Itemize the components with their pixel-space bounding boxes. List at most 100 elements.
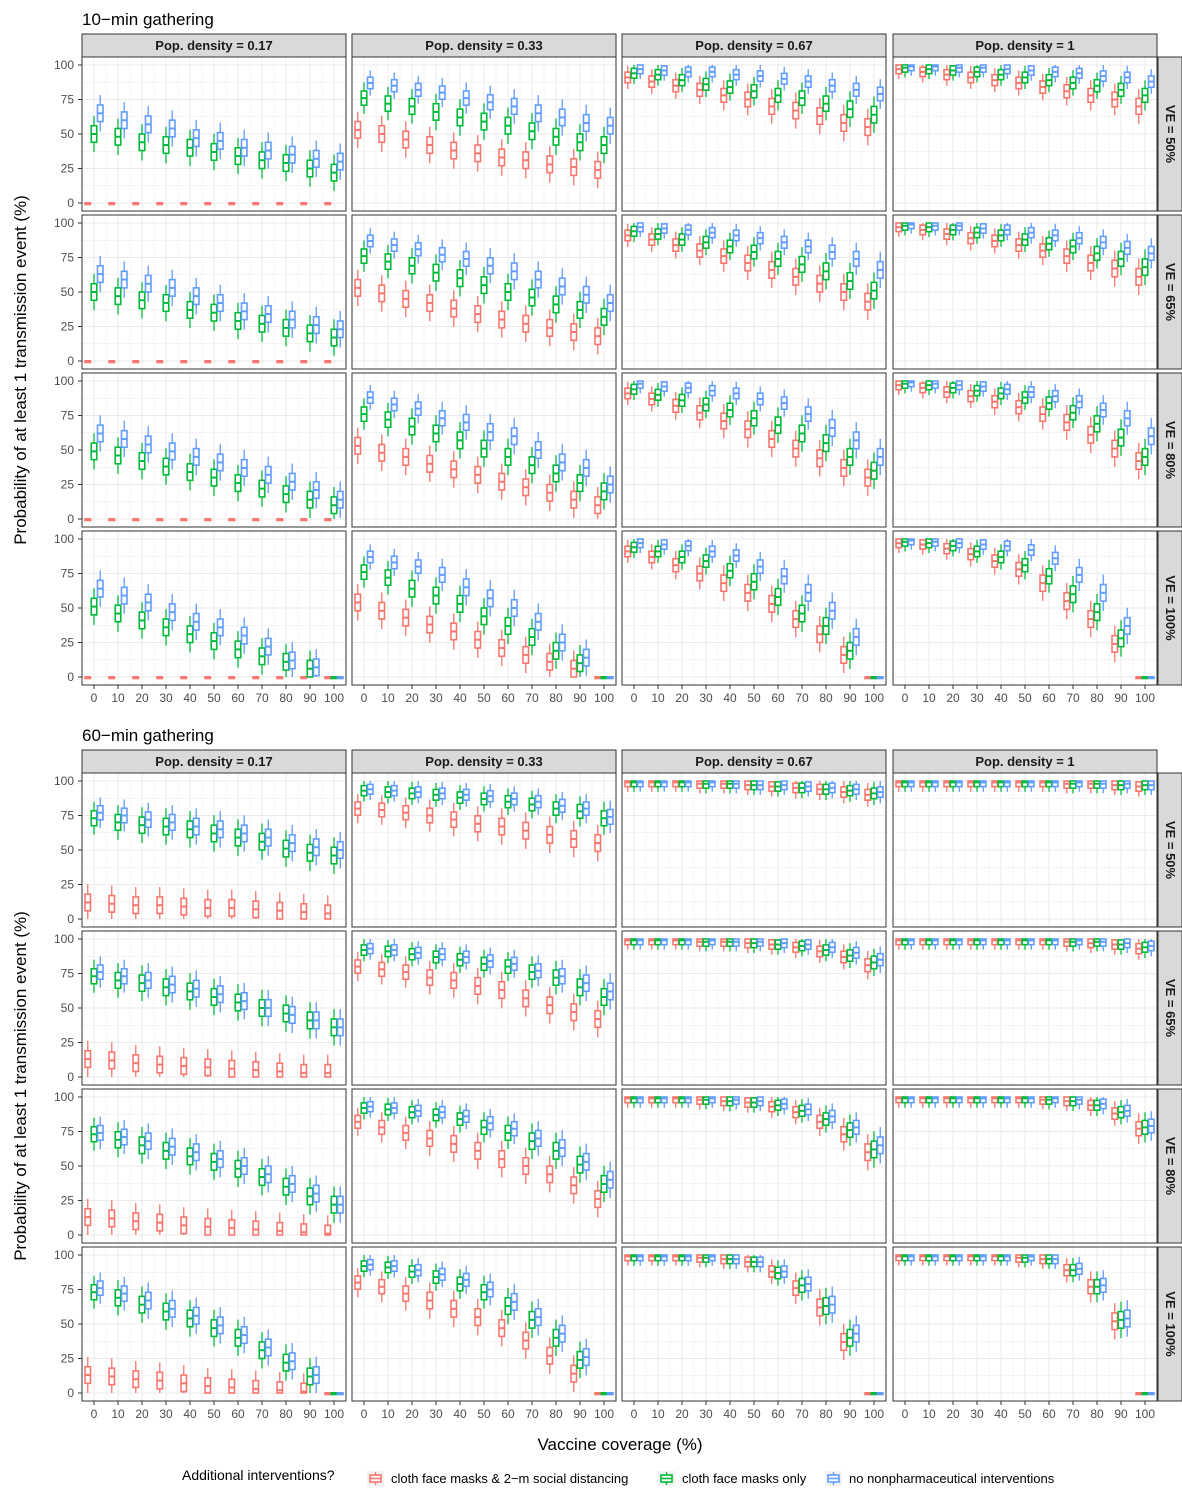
box — [1027, 1254, 1035, 1262]
row-strip-label: VE = 65% — [1163, 263, 1178, 322]
y-tick-label: 100 — [54, 774, 74, 788]
y-tick-label: 75 — [61, 251, 75, 265]
x-tick-label: 40 — [453, 1407, 467, 1421]
y-tick-label: 25 — [61, 478, 75, 492]
row-strip — [1157, 930, 1182, 1086]
y-tick-label: 50 — [61, 285, 75, 299]
x-tick-label: 80 — [549, 1407, 563, 1421]
legend-entry-label: cloth face masks only — [682, 1471, 807, 1486]
panel-border — [621, 1088, 887, 1244]
y-tick-label: 100 — [54, 1248, 74, 1262]
y-tick-label: 0 — [67, 912, 74, 926]
y-tick-label: 75 — [61, 93, 75, 107]
box — [1075, 938, 1083, 946]
y-tick-label: 75 — [61, 1283, 75, 1297]
column-strip-label: Pop. density = 0.17 — [155, 754, 272, 769]
y-tick-label: 25 — [61, 162, 75, 176]
y-tick-label: 50 — [61, 1317, 75, 1331]
box — [979, 1254, 987, 1262]
box — [907, 380, 915, 388]
x-tick-label: 70 — [525, 691, 539, 705]
panel-border — [621, 772, 887, 928]
x-tick-label: 10 — [381, 1407, 395, 1421]
row-strip — [1157, 772, 1182, 928]
box — [931, 780, 939, 788]
x-axis-title: Vaccine coverage (%) — [537, 1435, 702, 1454]
x-tick-label: 80 — [819, 691, 833, 705]
y-tick-label: 0 — [67, 1386, 74, 1400]
panel-border — [892, 1088, 1158, 1244]
y-tick-label: 100 — [54, 1090, 74, 1104]
y-tick-label: 75 — [61, 1125, 75, 1139]
box — [684, 780, 692, 788]
box — [660, 938, 668, 946]
y-axis-title-bottom: Probability of at least 1 transmission e… — [11, 911, 30, 1261]
y-tick-label: 50 — [61, 1001, 75, 1015]
x-tick-label: 80 — [279, 691, 293, 705]
x-tick-label: 50 — [477, 1407, 491, 1421]
x-tick-label: 40 — [183, 691, 197, 705]
x-tick-label: 40 — [723, 691, 737, 705]
box — [660, 1096, 668, 1104]
column-strip-label: Pop. density = 1 — [975, 38, 1074, 53]
x-tick-label: 30 — [970, 1407, 984, 1421]
box — [907, 1254, 915, 1262]
panel-border — [351, 772, 617, 928]
y-tick-label: 25 — [61, 878, 75, 892]
row-strip-label: VE = 100% — [1163, 575, 1178, 641]
x-tick-label: 10 — [651, 1407, 665, 1421]
x-tick-label: 50 — [747, 691, 761, 705]
box — [252, 1379, 260, 1394]
panel-border — [621, 56, 887, 212]
box — [1051, 938, 1059, 946]
box — [1075, 780, 1083, 788]
x-tick-label: 20 — [405, 691, 419, 705]
x-tick-label: 0 — [91, 1407, 98, 1421]
y-tick-label: 25 — [61, 1352, 75, 1366]
x-tick-label: 20 — [135, 691, 149, 705]
row-strip-label: VE = 80% — [1163, 1137, 1178, 1196]
x-tick-label: 100 — [1135, 691, 1155, 705]
x-tick-label: 50 — [477, 691, 491, 705]
box — [955, 1254, 963, 1262]
x-tick-label: 70 — [255, 1407, 269, 1421]
x-tick-label: 50 — [207, 691, 221, 705]
x-tick-label: 100 — [594, 691, 614, 705]
row-strip-label: VE = 100% — [1163, 1291, 1178, 1357]
x-tick-label: 60 — [771, 691, 785, 705]
panel-border — [351, 214, 617, 370]
box — [636, 1254, 644, 1262]
x-tick-label: 60 — [1042, 691, 1056, 705]
x-tick-label: 20 — [946, 1407, 960, 1421]
box — [907, 780, 915, 788]
x-tick-label: 90 — [573, 1407, 587, 1421]
panel-border — [892, 930, 1158, 1086]
box — [660, 780, 668, 788]
legend-title: Additional interventions? — [182, 1467, 335, 1483]
y-tick-label: 0 — [67, 1070, 74, 1084]
box — [684, 1096, 692, 1104]
box — [636, 1096, 644, 1104]
row-strip-label: VE = 80% — [1163, 421, 1178, 480]
box — [276, 1381, 284, 1394]
y-tick-label: 75 — [61, 409, 75, 423]
y-tick-label: 100 — [54, 374, 74, 388]
x-tick-label: 40 — [453, 691, 467, 705]
box — [1003, 1096, 1011, 1104]
panel-border — [621, 372, 887, 528]
y-tick-label: 50 — [61, 843, 75, 857]
panel-border — [892, 372, 1158, 528]
box — [907, 538, 915, 546]
box — [1003, 1254, 1011, 1262]
legend-entry-label: no nonpharmaceutical interventions — [849, 1471, 1055, 1486]
box — [228, 1378, 236, 1394]
panel-border — [351, 56, 617, 212]
box — [931, 1096, 939, 1104]
legend-entry-label: cloth face masks & 2−m social distancing — [391, 1471, 628, 1486]
panel-border — [351, 1088, 617, 1244]
x-tick-label: 90 — [303, 1407, 317, 1421]
section-title: 60−min gathering — [82, 726, 214, 745]
box — [300, 1223, 308, 1236]
y-tick-label: 75 — [61, 809, 75, 823]
x-tick-label: 60 — [1042, 1407, 1056, 1421]
